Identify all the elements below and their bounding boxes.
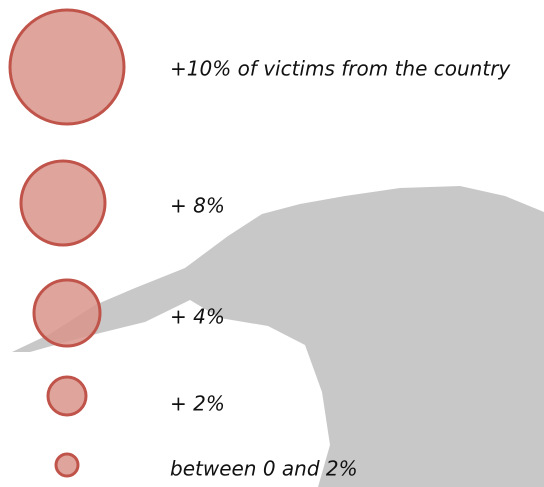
legend-label: +10% of victims from the country bbox=[170, 57, 511, 81]
land-shape bbox=[12, 186, 544, 487]
legend-label: + 8% bbox=[170, 194, 225, 218]
legend-circle bbox=[19, 159, 107, 247]
legend-circle bbox=[54, 452, 80, 478]
legend-label: + 2% bbox=[170, 392, 225, 416]
legend-circle bbox=[46, 375, 88, 417]
legend-circle bbox=[32, 278, 102, 348]
legend-circle bbox=[8, 8, 126, 126]
legend-items: +10% of victims from the country + 8% + 4%… bbox=[8, 8, 511, 481]
legend-label: + 4% bbox=[170, 305, 225, 329]
legend-label: between 0 and 2% bbox=[170, 457, 358, 481]
